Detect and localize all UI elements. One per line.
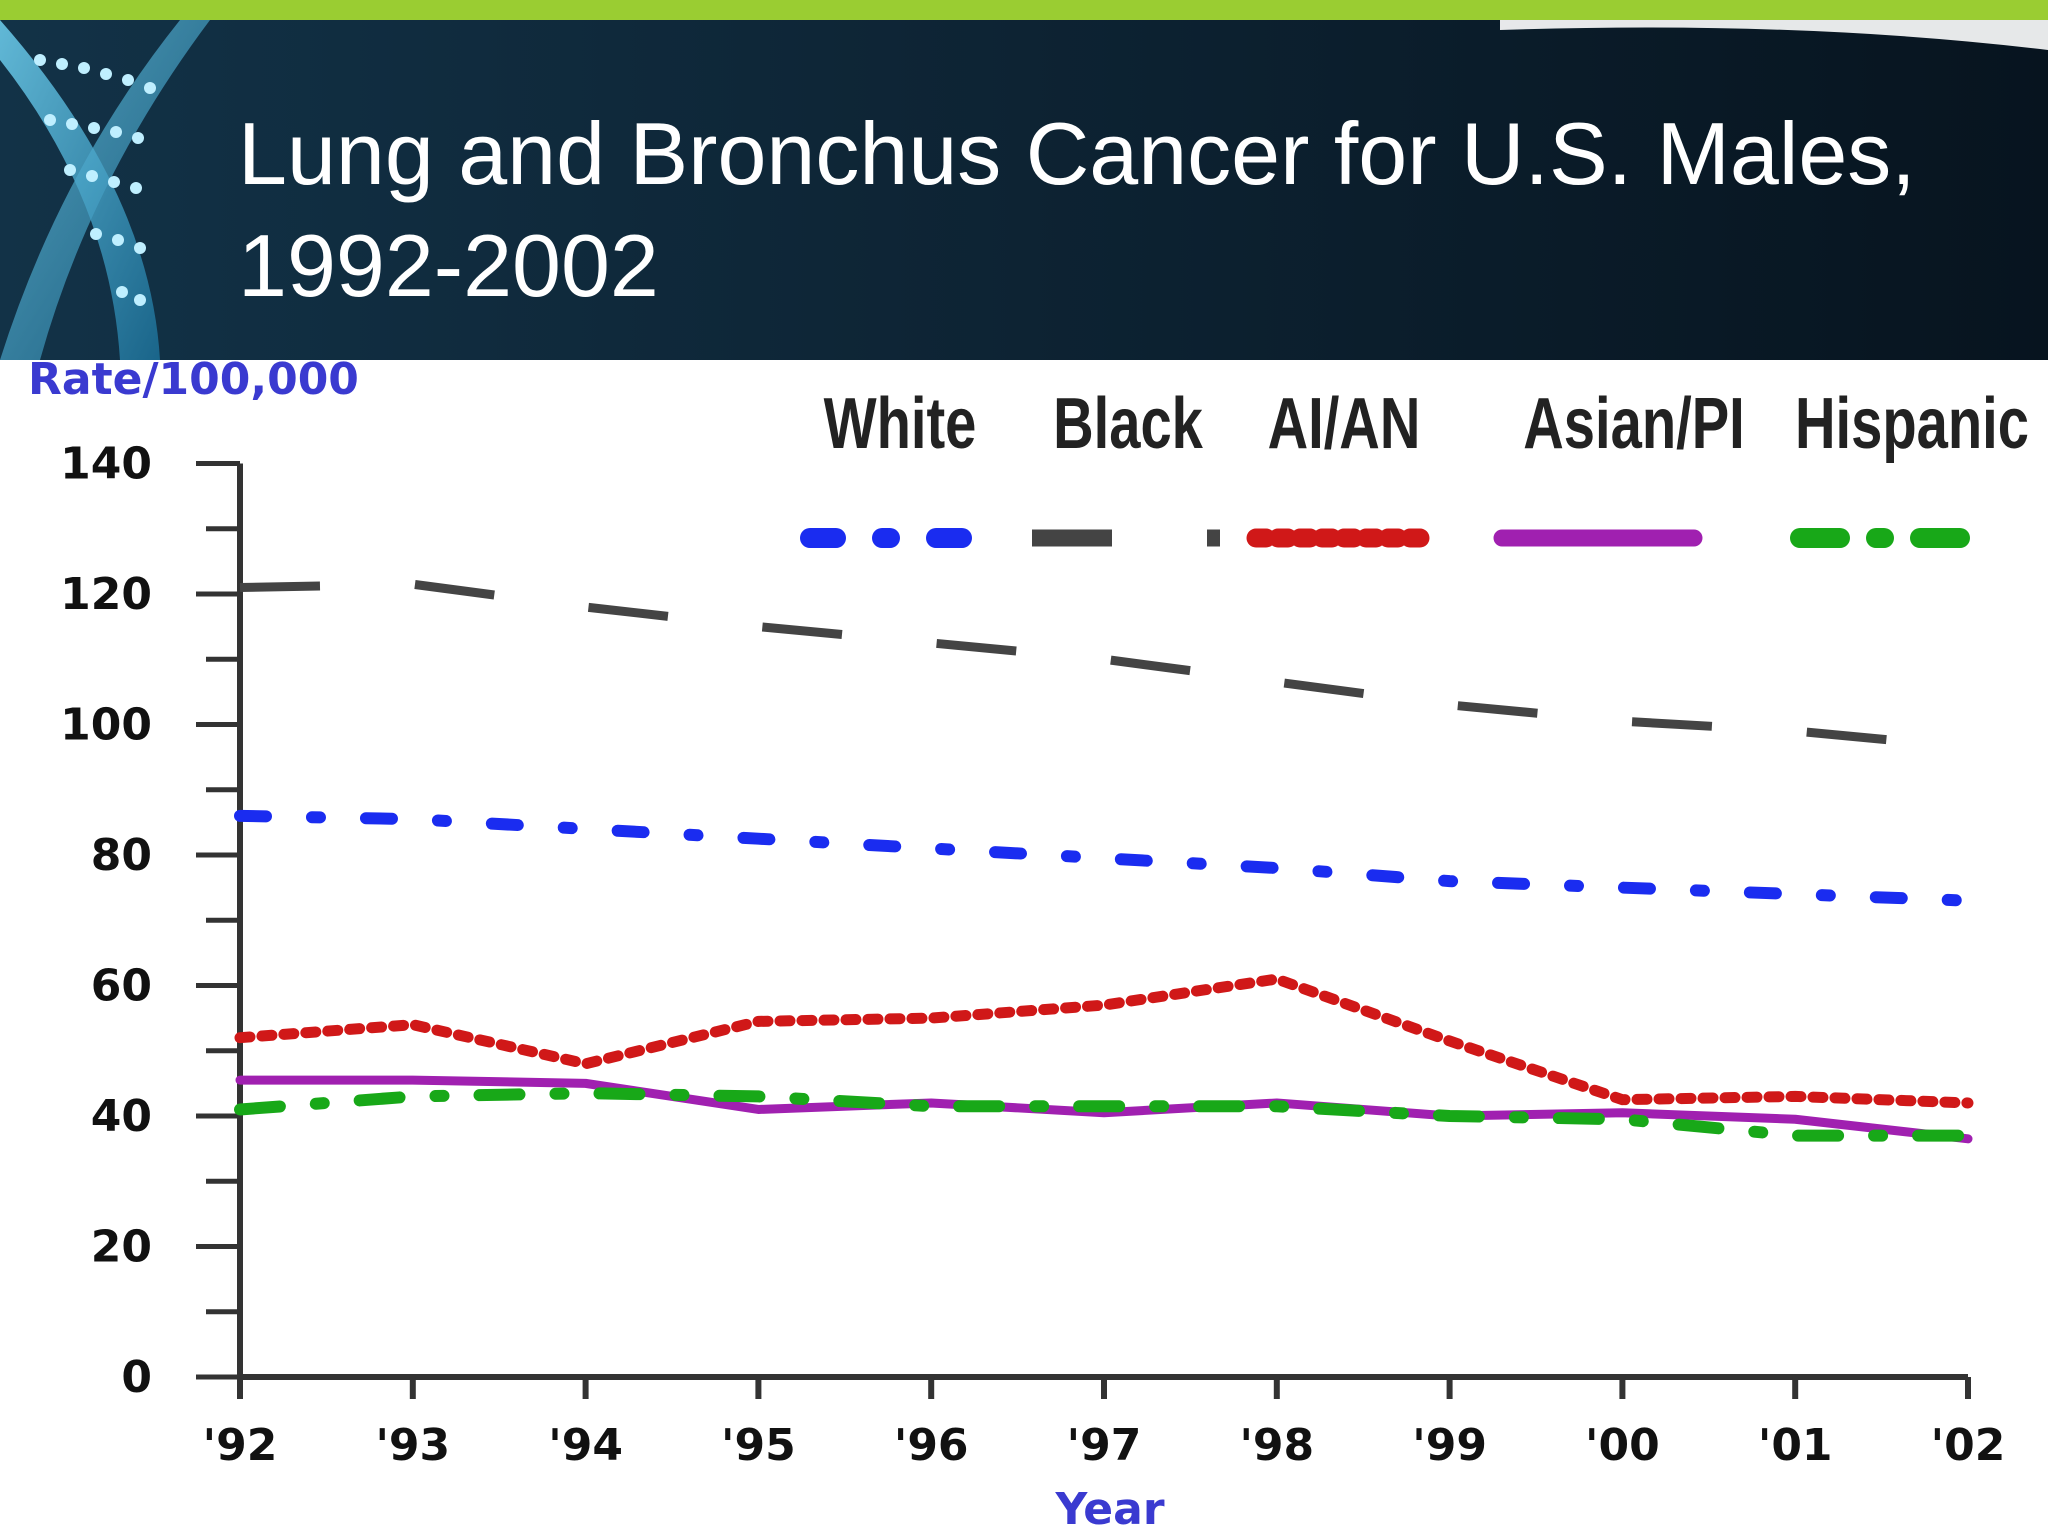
x-tick-label: '02	[1931, 1420, 2006, 1471]
y-axis-title: Rate/100,000	[28, 360, 359, 405]
legend-label: Black	[1053, 383, 1203, 463]
x-tick-label: '94	[548, 1420, 623, 1471]
series-line	[235, 1075, 1973, 1144]
legend-label: White	[824, 383, 977, 463]
x-tick-label: '96	[894, 1420, 969, 1471]
header-background	[0, 20, 2048, 360]
y-tick-label: 20	[91, 1222, 152, 1273]
y-tick-label: 140	[60, 439, 152, 490]
legend-label: Asian/PI	[1523, 383, 1745, 463]
x-tick-label: '92	[203, 1420, 278, 1471]
slide-title: Lung and Bronchus Cancer for U.S. Males,…	[238, 104, 1916, 315]
y-tick-label: 80	[91, 830, 152, 881]
x-tick-label: '95	[721, 1420, 796, 1471]
top-accent-bar	[0, 0, 2048, 20]
dna-helix-icon	[0, 20, 210, 360]
chart-axes	[196, 461, 1971, 1399]
legend-label: AI/AN	[1268, 383, 1421, 463]
x-axis-title: Year	[1054, 1484, 1164, 1535]
y-tick-label: 40	[91, 1091, 152, 1142]
x-tick-label: '00	[1585, 1420, 1660, 1471]
y-tick-label: 100	[60, 700, 152, 751]
slide-header: Lung and Bronchus Cancer for U.S. Males,…	[0, 20, 2048, 360]
series-line	[234, 1087, 1974, 1142]
y-tick-label: 60	[91, 961, 152, 1012]
x-tick-label: '99	[1412, 1420, 1487, 1471]
series-line	[234, 809, 1974, 907]
x-tick-label: '93	[375, 1420, 450, 1471]
y-tick-labels: 0 20 40 60 80 100 120 140	[60, 439, 152, 1404]
line-chart: Rate/100,000 Year 0 20 40 60 80 100 120 140 '92…	[28, 360, 2029, 1535]
legend-label: Hispanic	[1795, 383, 2029, 463]
x-tick-label: '97	[1067, 1420, 1142, 1471]
series-line	[234, 973, 1974, 1109]
y-tick-label: 120	[60, 569, 152, 620]
x-tick-labels: '92 '93 '94 '95 '96 '97 '98 '99 '00 '01 '02	[203, 1420, 2006, 1471]
series-lines	[234, 579, 1974, 1144]
y-tick-label: 0	[121, 1352, 152, 1403]
x-tick-label: '98	[1239, 1420, 1314, 1471]
x-tick-label: '01	[1758, 1420, 1833, 1471]
series-line	[239, 579, 1969, 752]
